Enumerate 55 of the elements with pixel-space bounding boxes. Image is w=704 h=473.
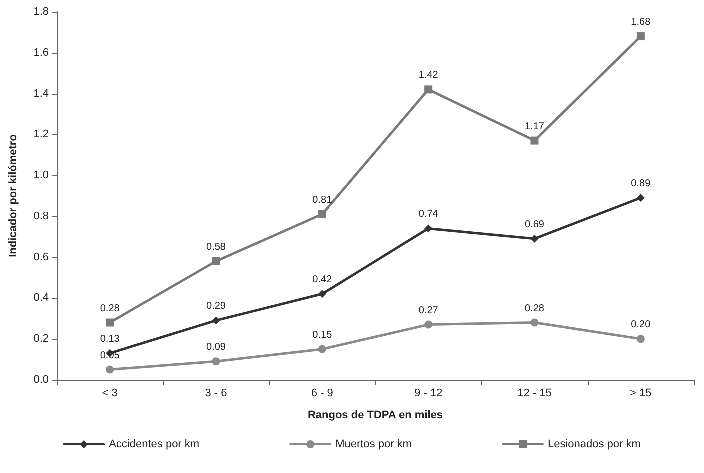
point <box>636 335 645 344</box>
point <box>212 358 220 366</box>
data-label: 0.81 <box>312 194 333 206</box>
data-label: 0.29 <box>206 301 226 312</box>
data-label: 1.17 <box>525 121 545 132</box>
x-tick-label: 6 - 9 <box>311 388 334 400</box>
point <box>636 32 645 41</box>
data-label: 1.42 <box>418 70 439 82</box>
y-tick-label: 1.8 <box>34 6 49 18</box>
y-axis-title: Indicador por kilómetro <box>8 134 20 258</box>
data-label: 0.69 <box>525 219 545 230</box>
data-label: 0.89 <box>631 178 652 190</box>
legend-label: Lesionados por km <box>548 438 641 450</box>
data-label: 0.20 <box>631 320 652 331</box>
data-label: 0.42 <box>312 274 333 286</box>
point <box>106 366 114 374</box>
point <box>106 318 114 327</box>
data-label: 0.27 <box>418 305 439 316</box>
data-label: 0.28 <box>525 303 545 314</box>
y-tick-label: 1.0 <box>34 170 49 182</box>
data-label: 0.13 <box>100 334 120 345</box>
y-tick-label: 0.0 <box>34 374 49 386</box>
point <box>212 257 220 266</box>
y-tick-label: 0.8 <box>34 210 49 222</box>
x-tick-label: 12 - 15 <box>518 388 552 400</box>
y-tick-label: 1.2 <box>34 128 49 141</box>
data-label: 0.09 <box>206 342 226 354</box>
x-axis-title: Rangos de TDPA en miles <box>308 410 444 422</box>
x-tick-label: < 3 <box>102 388 118 400</box>
point <box>424 224 433 233</box>
point <box>636 194 645 202</box>
point <box>530 318 539 327</box>
y-tick-label: 0.4 <box>34 292 49 304</box>
data-label: 0.74 <box>418 209 439 220</box>
point <box>424 320 433 329</box>
x-tick-label: 3 - 6 <box>205 388 228 400</box>
point <box>424 86 433 94</box>
legend-label: Accidentes por km <box>109 438 200 450</box>
y-tick-label: 0.2 <box>34 333 49 346</box>
point <box>530 136 539 145</box>
point <box>318 290 326 298</box>
legend-label: Muertos por km <box>336 438 412 450</box>
point <box>318 210 326 218</box>
data-label: 0.15 <box>312 330 333 341</box>
point <box>530 234 539 243</box>
x-tick-label: > 15 <box>630 388 652 400</box>
point <box>212 316 220 325</box>
y-tick-label: 1.6 <box>34 46 49 59</box>
point <box>318 345 326 354</box>
x-tick-label: 9 - 12 <box>414 388 443 400</box>
data-label: 0.58 <box>206 242 226 253</box>
y-tick-label: 1.4 <box>34 88 49 100</box>
data-label: 0.28 <box>100 303 120 314</box>
data-label: 1.68 <box>631 17 652 28</box>
y-tick-label: 0.6 <box>34 251 49 264</box>
